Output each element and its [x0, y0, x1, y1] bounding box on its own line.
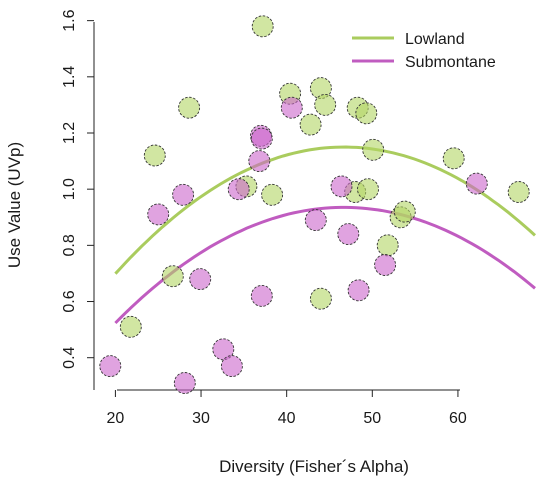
data-point-submontane — [147, 203, 170, 226]
y-tick-label: 0.8 — [61, 234, 78, 256]
x-tick-label: 40 — [278, 410, 296, 427]
x-tick-label: 30 — [192, 410, 210, 427]
data-point-lowland — [362, 138, 385, 161]
y-axis-title: Use Value (UVp) — [5, 142, 24, 268]
data-point-submontane — [227, 178, 250, 201]
data-point-lowland — [309, 77, 332, 100]
data-point-lowland — [261, 183, 284, 206]
data-point-submontane — [212, 338, 235, 361]
y-tick-label: 1.4 — [61, 66, 78, 88]
y-tick-label: 0.6 — [61, 290, 78, 312]
data-point-lowland — [178, 96, 201, 119]
data-point-lowland — [393, 200, 416, 223]
data-point-submontane — [250, 284, 273, 307]
data-point-submontane — [304, 209, 327, 232]
x-tick-label: 20 — [107, 410, 125, 427]
data-point-submontane — [280, 96, 303, 119]
data-point-lowland — [251, 15, 274, 38]
x-axis-title: Diversity (Fisher´s Alpha) — [219, 457, 409, 476]
data-point-lowland — [143, 144, 166, 167]
data-point-submontane — [99, 355, 122, 378]
data-point-submontane — [172, 183, 195, 206]
y-tick-label: 1.0 — [61, 178, 78, 200]
data-point-submontane — [173, 372, 196, 394]
data-point-submontane — [337, 223, 360, 246]
legend-label-lowland: Lowland — [405, 31, 465, 48]
data-point-lowland — [442, 147, 465, 170]
data-point-submontane — [330, 175, 353, 198]
data-point-lowland — [314, 93, 337, 116]
legend-label-submontane: Submontane — [405, 54, 496, 71]
data-point-lowland — [357, 178, 379, 201]
data-point-submontane — [250, 127, 273, 150]
data-point-lowland — [161, 265, 184, 288]
data-points — [99, 15, 530, 394]
data-point-lowland — [355, 102, 378, 125]
x-tick-label: 50 — [363, 410, 381, 427]
data-point-submontane — [374, 254, 397, 276]
data-point-lowland — [119, 315, 142, 338]
fit-curve-lowland — [114, 145, 537, 275]
data-point-lowland — [309, 287, 332, 310]
legend: Lowland Submontane — [352, 31, 496, 71]
data-point-submontane — [248, 150, 271, 173]
data-point-submontane — [189, 268, 212, 291]
y-tick-label: 1.6 — [61, 9, 78, 31]
fit-curves — [114, 145, 537, 325]
x-axis-ticks: 20 30 40 50 60 — [107, 390, 467, 427]
data-point-lowland — [376, 234, 399, 257]
y-axis-ticks: 0.4 0.6 0.8 1.0 1.2 1.4 1.6 — [61, 9, 94, 369]
plot-frame — [93, 22, 460, 391]
data-point-submontane — [220, 355, 243, 378]
data-point-submontane — [347, 279, 370, 302]
fit-curve-submontane — [114, 205, 536, 325]
x-tick-label: 60 — [449, 410, 467, 427]
y-tick-label: 1.2 — [61, 122, 78, 144]
data-point-lowland — [299, 113, 322, 136]
data-point-lowland — [507, 181, 530, 203]
y-tick-label: 0.4 — [61, 346, 78, 368]
data-point-submontane — [465, 172, 488, 195]
